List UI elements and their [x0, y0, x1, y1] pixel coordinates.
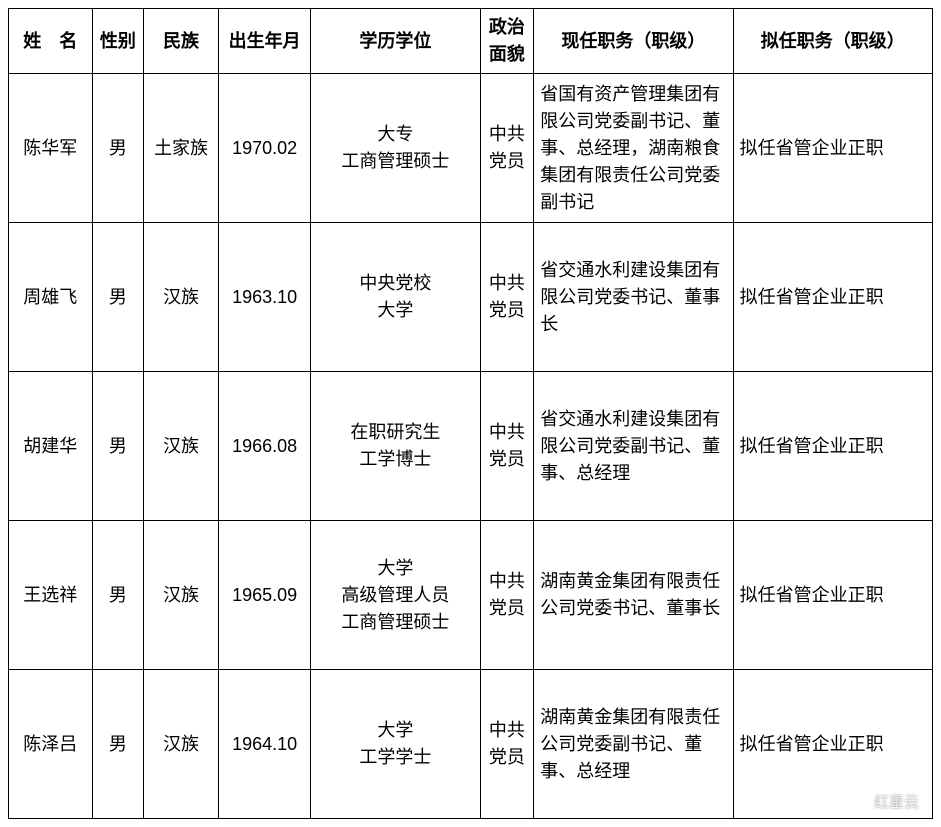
cell-current-position: 湖南黄金集团有限责任公司党委副书记、董事、总经理: [534, 670, 733, 819]
cell-current-position: 省交通水利建设集团有限公司党委书记、董事长: [534, 223, 733, 372]
cell-education: 大学高级管理人员工商管理硕士: [311, 521, 480, 670]
table-row: 陈泽吕男汉族1964.10大学工学学士中共党员湖南黄金集团有限责任公司党委副书记…: [9, 670, 933, 819]
table-row: 周雄飞男汉族1963.10中央党校大学中共党员省交通水利建设集团有限公司党委书记…: [9, 223, 933, 372]
table-row: 陈华军男土家族1970.02大专工商管理硕士中共党员省国有资产管理集团有限公司党…: [9, 74, 933, 223]
cell-political: 中共党员: [480, 372, 534, 521]
edu-line: 工学博士: [313, 446, 477, 473]
edu-line: 工学学士: [313, 744, 477, 771]
cell-birth: 1964.10: [219, 670, 311, 819]
cell-name: 王选祥: [9, 521, 93, 670]
cell-political: 中共党员: [480, 223, 534, 372]
col-header-edu: 学历学位: [311, 9, 480, 74]
table-header-row: 姓 名 性别 民族 出生年月 学历学位 政治面貌 现任职务（职级） 拟任职务（职…: [9, 9, 933, 74]
personnel-table: 姓 名 性别 民族 出生年月 学历学位 政治面貌 现任职务（职级） 拟任职务（职…: [8, 8, 933, 819]
cell-current-position: 省国有资产管理集团有限公司党委副书记、董事、总经理，湖南粮食集团有限责任公司党委…: [534, 74, 733, 223]
cell-birth: 1970.02: [219, 74, 311, 223]
cell-political: 中共党员: [480, 670, 534, 819]
col-header-name: 姓 名: [9, 9, 93, 74]
cell-ethnic: 汉族: [144, 372, 219, 521]
cell-education: 中央党校大学: [311, 223, 480, 372]
col-header-gender: 性别: [92, 9, 143, 74]
cell-political: 中共党员: [480, 521, 534, 670]
edu-line: 大学: [313, 717, 477, 744]
cell-gender: 男: [92, 670, 143, 819]
cell-name: 周雄飞: [9, 223, 93, 372]
pol-line: 党员: [483, 744, 532, 771]
edu-line: 中央党校: [313, 270, 477, 297]
pol-line: 中共: [483, 121, 532, 148]
cell-gender: 男: [92, 521, 143, 670]
edu-line: 大学: [313, 297, 477, 324]
cell-planned-position: 拟任省管企业正职: [733, 372, 932, 521]
cell-birth: 1963.10: [219, 223, 311, 372]
cell-ethnic: 土家族: [144, 74, 219, 223]
cell-ethnic: 汉族: [144, 670, 219, 819]
edu-line: 高级管理人员: [313, 582, 477, 609]
cell-education: 大专工商管理硕士: [311, 74, 480, 223]
pol-line: 党员: [483, 297, 532, 324]
cell-gender: 男: [92, 223, 143, 372]
cell-planned-position: 拟任省管企业正职: [733, 670, 932, 819]
col-header-birth: 出生年月: [219, 9, 311, 74]
cell-birth: 1966.08: [219, 372, 311, 521]
edu-line: 工商管理硕士: [313, 609, 477, 636]
cell-current-position: 省交通水利建设集团有限公司党委副书记、董事、总经理: [534, 372, 733, 521]
pol-line: 党员: [483, 148, 532, 175]
cell-birth: 1965.09: [219, 521, 311, 670]
table-row: 王选祥男汉族1965.09大学高级管理人员工商管理硕士中共党员湖南黄金集团有限责…: [9, 521, 933, 670]
cell-education: 在职研究生工学博士: [311, 372, 480, 521]
pol-line: 中共: [483, 717, 532, 744]
edu-line: 在职研究生: [313, 419, 477, 446]
cell-gender: 男: [92, 74, 143, 223]
cell-ethnic: 汉族: [144, 521, 219, 670]
edu-line: 工商管理硕士: [313, 148, 477, 175]
cell-education: 大学工学学士: [311, 670, 480, 819]
pol-line: 中共: [483, 419, 532, 446]
cell-planned-position: 拟任省管企业正职: [733, 223, 932, 372]
cell-political: 中共党员: [480, 74, 534, 223]
cell-planned-position: 拟任省管企业正职: [733, 521, 932, 670]
edu-line: 大专: [313, 121, 477, 148]
pol-line: 党员: [483, 446, 532, 473]
pol-line: 中共: [483, 568, 532, 595]
pol-line: 中共: [483, 270, 532, 297]
table-body: 陈华军男土家族1970.02大专工商管理硕士中共党员省国有资产管理集团有限公司党…: [9, 74, 933, 819]
col-header-ethnic: 民族: [144, 9, 219, 74]
edu-line: 大学: [313, 555, 477, 582]
cell-planned-position: 拟任省管企业正职: [733, 74, 932, 223]
cell-name: 陈华军: [9, 74, 93, 223]
table-row: 胡建华男汉族1966.08在职研究生工学博士中共党员省交通水利建设集团有限公司党…: [9, 372, 933, 521]
cell-current-position: 湖南黄金集团有限责任公司党委书记、董事长: [534, 521, 733, 670]
cell-name: 陈泽吕: [9, 670, 93, 819]
cell-gender: 男: [92, 372, 143, 521]
col-header-pol: 政治面貌: [480, 9, 534, 74]
cell-name: 胡建华: [9, 372, 93, 521]
col-header-plan: 拟任职务（职级）: [733, 9, 932, 74]
pol-line: 党员: [483, 595, 532, 622]
col-header-cur: 现任职务（职级）: [534, 9, 733, 74]
cell-ethnic: 汉族: [144, 223, 219, 372]
